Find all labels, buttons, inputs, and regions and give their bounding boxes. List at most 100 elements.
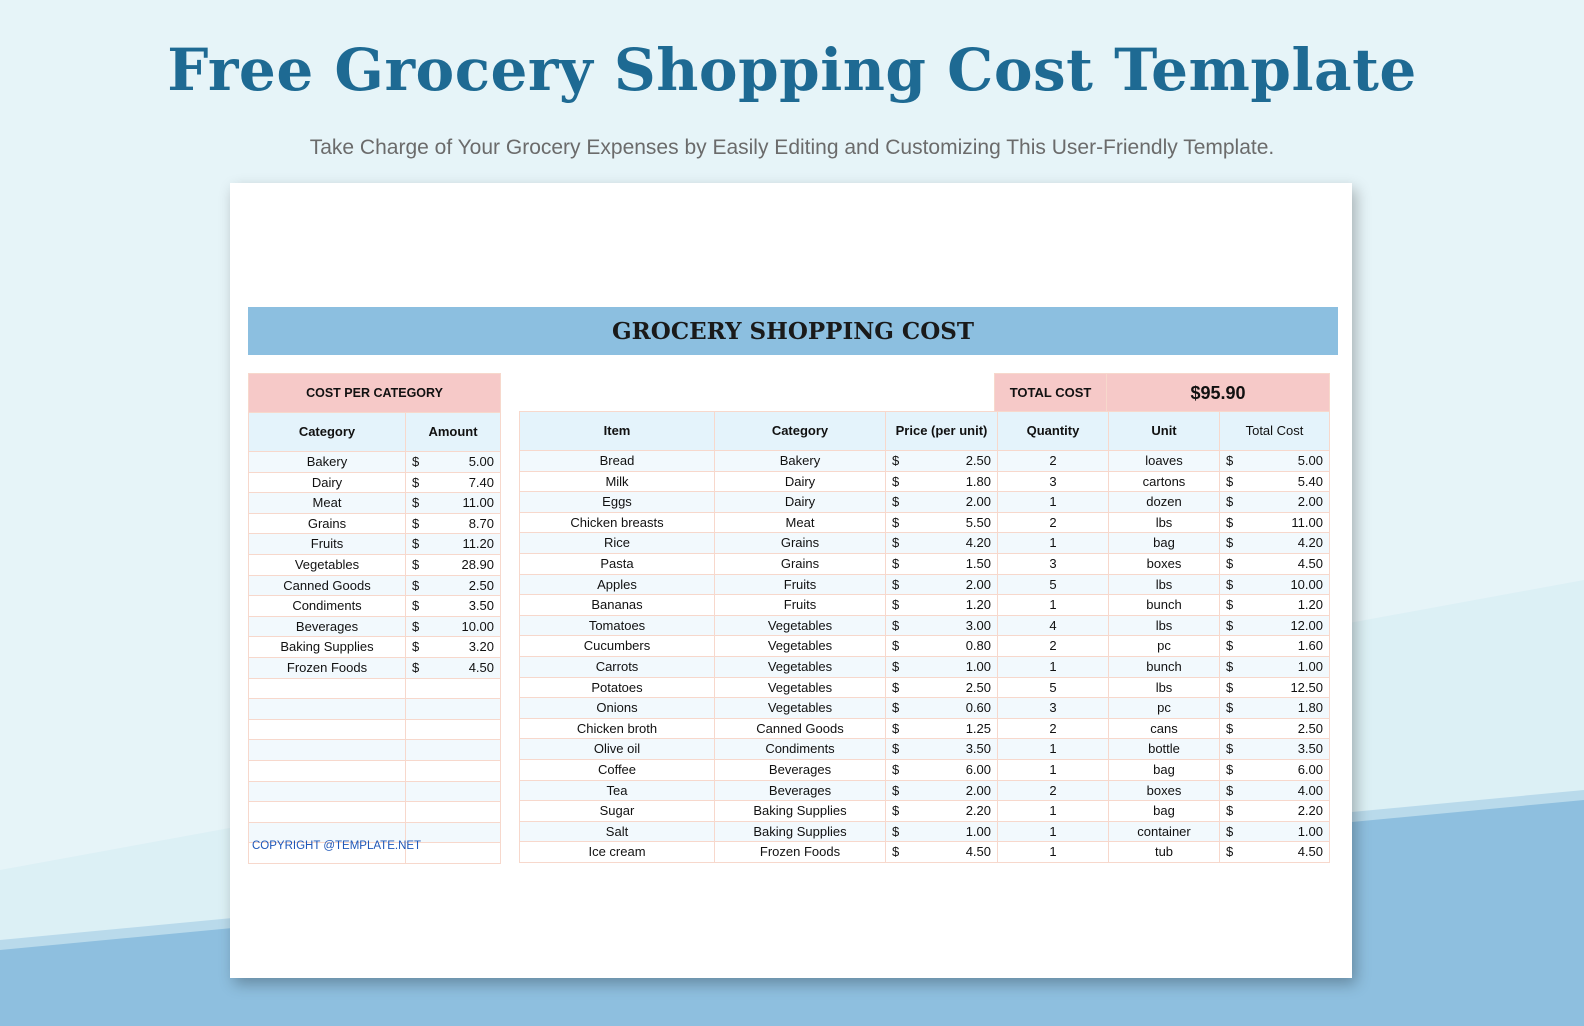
quantity-cell[interactable]: 2: [997, 779, 1109, 802]
unit-cell[interactable]: container: [1108, 820, 1220, 843]
item-cell[interactable]: Sugar: [519, 800, 715, 822]
item-cell[interactable]: Bread: [519, 450, 715, 472]
quantity-cell[interactable]: 1: [997, 841, 1109, 863]
quantity-cell[interactable]: 5: [997, 573, 1109, 596]
unit-cell[interactable]: loaves: [1108, 450, 1220, 472]
total-cost-cell[interactable]: $12.00: [1219, 614, 1330, 637]
total-cost-cell[interactable]: $6.00: [1219, 758, 1330, 781]
amount-cell[interactable]: $5.00: [404, 451, 502, 473]
amount-cell[interactable]: $28.90: [404, 553, 502, 576]
item-category-cell[interactable]: Bakery: [714, 450, 886, 472]
quantity-cell[interactable]: 2: [997, 717, 1109, 740]
total-cost-cell[interactable]: $1.00: [1219, 655, 1330, 678]
item-cell[interactable]: Bananas: [519, 594, 715, 616]
total-cost-cell[interactable]: $5.40: [1219, 470, 1330, 493]
price-cell[interactable]: $1.00: [885, 820, 998, 843]
item-category-cell[interactable]: Vegetables: [714, 655, 886, 678]
quantity-cell[interactable]: 4: [997, 614, 1109, 637]
item-category-cell[interactable]: Vegetables: [714, 614, 886, 637]
quantity-cell[interactable]: 1: [997, 491, 1109, 513]
quantity-cell[interactable]: 2: [997, 450, 1109, 472]
item-category-cell[interactable]: Frozen Foods: [714, 841, 886, 863]
item-category-cell[interactable]: Fruits: [714, 573, 886, 596]
quantity-cell[interactable]: 2: [997, 511, 1109, 534]
price-cell[interactable]: $1.20: [885, 594, 998, 616]
unit-cell[interactable]: bag: [1108, 758, 1220, 781]
total-cost-cell[interactable]: $1.80: [1219, 697, 1330, 719]
total-cost-cell[interactable]: $10.00: [1219, 573, 1330, 596]
price-cell[interactable]: $0.60: [885, 697, 998, 719]
item-category-cell[interactable]: Beverages: [714, 758, 886, 781]
item-category-cell[interactable]: Baking Supplies: [714, 800, 886, 822]
unit-cell[interactable]: pc: [1108, 635, 1220, 657]
price-cell[interactable]: $2.00: [885, 779, 998, 802]
empty-cell[interactable]: [248, 759, 406, 782]
price-cell[interactable]: $2.00: [885, 573, 998, 596]
price-cell[interactable]: $1.00: [885, 655, 998, 678]
item-category-cell[interactable]: Dairy: [714, 470, 886, 493]
empty-cell[interactable]: [404, 739, 502, 761]
category-cell[interactable]: Meat: [248, 492, 406, 514]
item-cell[interactable]: Coffee: [519, 758, 715, 781]
unit-cell[interactable]: cartons: [1108, 470, 1220, 493]
total-cost-cell[interactable]: $2.20: [1219, 800, 1330, 822]
empty-cell[interactable]: [248, 780, 406, 803]
empty-cell[interactable]: [248, 677, 406, 700]
quantity-cell[interactable]: 5: [997, 676, 1109, 699]
price-cell[interactable]: $3.00: [885, 614, 998, 637]
item-cell[interactable]: Cucumbers: [519, 635, 715, 657]
unit-cell[interactable]: lbs: [1108, 573, 1220, 596]
price-cell[interactable]: $2.00: [885, 491, 998, 513]
quantity-cell[interactable]: 1: [997, 738, 1109, 760]
amount-cell[interactable]: $2.50: [404, 574, 502, 597]
empty-cell[interactable]: [248, 801, 406, 823]
unit-cell[interactable]: bunch: [1108, 655, 1220, 678]
empty-cell[interactable]: [248, 718, 406, 741]
total-cost-cell[interactable]: $3.50: [1219, 738, 1330, 760]
item-cell[interactable]: Tea: [519, 779, 715, 802]
total-cost-cell[interactable]: $2.00: [1219, 491, 1330, 513]
unit-cell[interactable]: boxes: [1108, 552, 1220, 575]
item-cell[interactable]: Chicken breasts: [519, 511, 715, 534]
price-cell[interactable]: $1.50: [885, 552, 998, 575]
empty-cell[interactable]: [248, 821, 406, 844]
quantity-cell[interactable]: 1: [997, 820, 1109, 843]
price-cell[interactable]: $6.00: [885, 758, 998, 781]
item-category-cell[interactable]: Grains: [714, 532, 886, 554]
category-cell[interactable]: Dairy: [248, 471, 406, 494]
unit-cell[interactable]: lbs: [1108, 614, 1220, 637]
item-category-cell[interactable]: Fruits: [714, 594, 886, 616]
amount-cell[interactable]: $3.50: [404, 595, 502, 617]
category-cell[interactable]: Frozen Foods: [248, 656, 406, 679]
empty-cell[interactable]: [404, 698, 502, 720]
item-cell[interactable]: Chicken broth: [519, 717, 715, 740]
empty-cell[interactable]: [404, 842, 502, 864]
category-cell[interactable]: Canned Goods: [248, 574, 406, 597]
category-cell[interactable]: Baking Supplies: [248, 636, 406, 658]
total-cost-cell[interactable]: $1.60: [1219, 635, 1330, 657]
empty-cell[interactable]: [248, 698, 406, 720]
unit-cell[interactable]: bunch: [1108, 594, 1220, 616]
unit-cell[interactable]: boxes: [1108, 779, 1220, 802]
unit-cell[interactable]: bottle: [1108, 738, 1220, 760]
quantity-cell[interactable]: 1: [997, 655, 1109, 678]
unit-cell[interactable]: lbs: [1108, 511, 1220, 534]
empty-cell[interactable]: [248, 842, 406, 864]
price-cell[interactable]: $5.50: [885, 511, 998, 534]
item-cell[interactable]: Salt: [519, 820, 715, 843]
total-cost-cell[interactable]: $4.50: [1219, 841, 1330, 863]
total-cost-cell[interactable]: $5.00: [1219, 450, 1330, 472]
item-category-cell[interactable]: Baking Supplies: [714, 820, 886, 843]
empty-cell[interactable]: [404, 718, 502, 741]
empty-cell[interactable]: [404, 801, 502, 823]
quantity-cell[interactable]: 1: [997, 800, 1109, 822]
total-cost-cell[interactable]: $2.50: [1219, 717, 1330, 740]
total-cost-cell[interactable]: $1.00: [1219, 820, 1330, 843]
unit-cell[interactable]: dozen: [1108, 491, 1220, 513]
item-category-cell[interactable]: Vegetables: [714, 635, 886, 657]
amount-cell[interactable]: $7.40: [404, 471, 502, 494]
quantity-cell[interactable]: 1: [997, 594, 1109, 616]
category-cell[interactable]: Fruits: [248, 533, 406, 555]
quantity-cell[interactable]: 1: [997, 532, 1109, 554]
category-cell[interactable]: Bakery: [248, 451, 406, 473]
